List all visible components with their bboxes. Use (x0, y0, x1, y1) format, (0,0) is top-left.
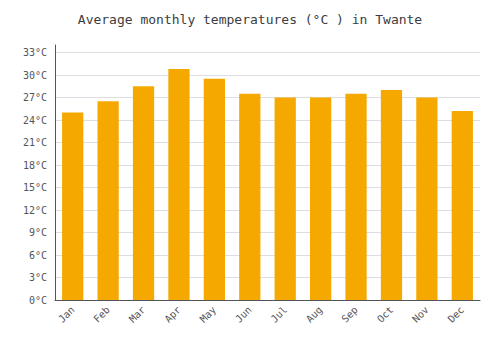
svg-text:30°C: 30°C (23, 70, 47, 81)
svg-text:Nov: Nov (410, 304, 431, 325)
svg-text:Feb: Feb (91, 304, 112, 325)
svg-text:Mar: Mar (127, 304, 148, 325)
svg-text:Average monthly temperatures (: Average monthly temperatures (°C ) in Tw… (78, 12, 423, 27)
svg-text:0°C: 0°C (29, 295, 47, 306)
svg-text:Aug: Aug (304, 304, 325, 325)
svg-text:3°C: 3°C (29, 272, 47, 283)
svg-text:Jan: Jan (56, 304, 77, 325)
svg-text:Oct: Oct (375, 304, 396, 325)
svg-text:18°C: 18°C (23, 160, 47, 171)
svg-text:12°C: 12°C (23, 205, 47, 216)
svg-text:6°C: 6°C (29, 250, 47, 261)
svg-text:24°C: 24°C (23, 115, 47, 126)
svg-text:Dec: Dec (446, 304, 467, 325)
svg-text:Jun: Jun (233, 304, 254, 325)
svg-text:Sep: Sep (339, 304, 360, 325)
svg-text:9°C: 9°C (29, 227, 47, 238)
svg-text:21°C: 21°C (23, 137, 47, 148)
svg-text:15°C: 15°C (23, 182, 47, 193)
svg-text:Jul: Jul (269, 304, 290, 325)
svg-text:Apr: Apr (162, 304, 183, 325)
svg-text:33°C: 33°C (23, 47, 47, 58)
svg-text:27°C: 27°C (23, 92, 47, 103)
svg-text:May: May (198, 304, 219, 325)
